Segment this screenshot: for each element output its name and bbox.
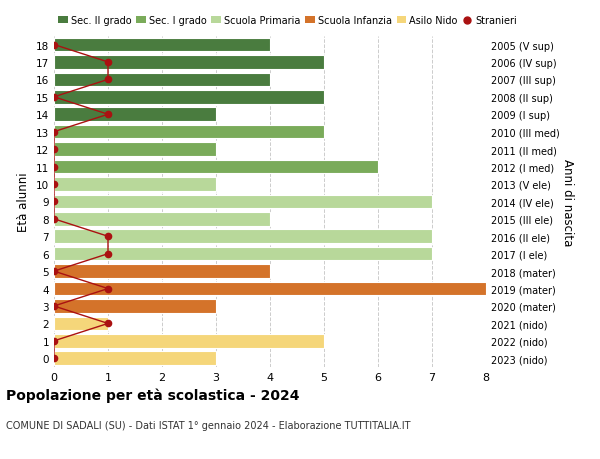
Bar (54, 178, 216, 191)
Bar (54, 334, 324, 348)
Text: COMUNE DI SADALI (SU) - Dati ISTAT 1° gennaio 2024 - Elaborazione TUTTITALIA.IT: COMUNE DI SADALI (SU) - Dati ISTAT 1° ge… (6, 420, 410, 430)
Text: Popolazione per età scolastica - 2024: Popolazione per età scolastica - 2024 (6, 388, 299, 403)
Bar (54, 195, 432, 209)
Bar (54, 213, 270, 226)
Y-axis label: Età alunni: Età alunni (17, 172, 31, 232)
Bar (54, 73, 270, 87)
Legend: Sec. II grado, Sec. I grado, Scuola Primaria, Scuola Infanzia, Asilo Nido, Stran: Sec. II grado, Sec. I grado, Scuola Prim… (54, 12, 521, 30)
Bar (54, 143, 216, 157)
Bar (54, 91, 324, 104)
Bar (54, 352, 216, 365)
Bar (54, 230, 432, 244)
Bar (54, 160, 378, 174)
Bar (54, 265, 270, 278)
Bar (54, 317, 108, 330)
Bar (54, 126, 324, 139)
Bar (54, 108, 216, 122)
Y-axis label: Anni di nascita: Anni di nascita (560, 158, 574, 246)
Bar (54, 282, 486, 296)
Bar (54, 300, 216, 313)
Bar (54, 56, 324, 70)
Bar (54, 39, 270, 52)
Bar (54, 247, 432, 261)
